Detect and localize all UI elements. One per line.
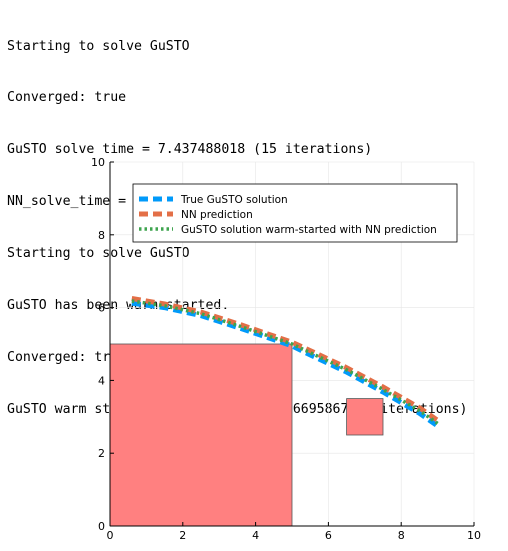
x-tick-label: 10: [467, 529, 481, 542]
x-tick-label: 6: [325, 529, 332, 542]
console-line: Converged: true: [7, 90, 127, 106]
obstacle-rect: [346, 398, 384, 436]
console-line: GuSTO solve time = 7.437488018 (15 itera…: [7, 142, 373, 158]
y-tick-label: 10: [91, 156, 105, 169]
console-line: Starting to solve GuSTO: [7, 246, 190, 262]
series-line-3: [131, 299, 439, 425]
y-tick-label: 0: [98, 520, 105, 533]
x-tick-label: 0: [107, 529, 114, 542]
legend-box: [132, 183, 458, 243]
y-tick-label: 8: [98, 229, 105, 242]
series-line-2: [131, 296, 440, 423]
y-tick-label: 4: [98, 374, 105, 387]
legend-label-1: True GuSTO solution: [180, 194, 288, 206]
x-tick-label: 4: [252, 529, 259, 542]
y-tick-label: 2: [98, 447, 105, 460]
legend-label-2: NN prediction: [181, 209, 253, 221]
obstacle-rect: [109, 343, 293, 527]
console-line: Starting to solve GuSTO: [7, 38, 190, 54]
series-line-1: [131, 300, 440, 428]
legend-label-3: GuSTO solution warm-started with NN pred…: [181, 224, 437, 236]
x-tick-label: 8: [398, 529, 405, 542]
y-tick-label: 6: [98, 302, 105, 315]
x-tick-label: 2: [179, 529, 186, 542]
